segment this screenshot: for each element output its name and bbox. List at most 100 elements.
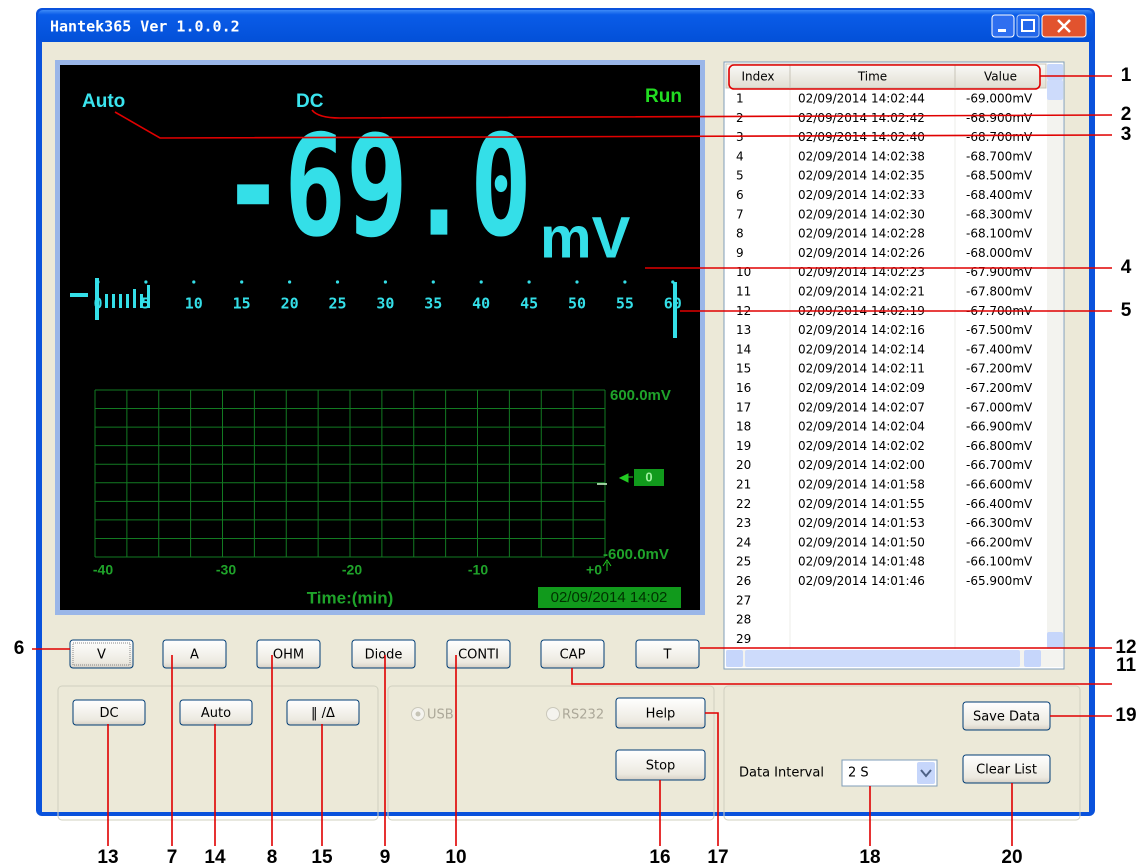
zero-marker: 0	[645, 469, 652, 484]
scale-label: 25	[328, 295, 346, 313]
callout-number: 20	[1001, 847, 1022, 867]
table-cell: 02/09/2014 14:02:30	[798, 207, 925, 221]
header-cell	[725, 63, 791, 89]
timestamp-box	[538, 587, 681, 608]
v-scrollbar[interactable]	[1047, 64, 1063, 649]
button[interactable]	[179, 699, 253, 726]
radio[interactable]	[546, 707, 560, 721]
scroll-right[interactable]	[1024, 650, 1041, 667]
button-label: Help	[646, 707, 676, 722]
scale-dot	[623, 280, 627, 284]
table-cell: 1	[736, 92, 744, 106]
callout-number: 18	[859, 847, 880, 867]
button[interactable]	[446, 639, 511, 669]
table-cell: 24	[736, 535, 751, 549]
window-title: Hantek365 Ver 1.0.0.2	[50, 18, 240, 36]
button[interactable]	[69, 639, 134, 669]
callout-number: 7	[167, 847, 178, 867]
scroll-left[interactable]	[726, 650, 743, 667]
bar-graph	[70, 278, 677, 338]
callout-lines	[32, 64, 1113, 846]
x-label: -40	[93, 562, 113, 578]
header-label: Time	[857, 70, 887, 84]
radio-label: RS232	[562, 708, 604, 723]
table-cell: 27	[736, 593, 751, 607]
button[interactable]	[635, 639, 700, 669]
group-box	[723, 685, 1081, 821]
y-top-label: 600.0mV	[610, 387, 671, 404]
table-cell: 26	[736, 574, 751, 588]
scale-label: 45	[520, 295, 538, 313]
table-cell: 5	[736, 169, 744, 183]
button-label: T	[663, 648, 672, 663]
scale-label: 50	[568, 295, 586, 313]
button[interactable]	[286, 699, 360, 726]
table-cell: 02/09/2014 14:02:02	[798, 439, 925, 453]
table-cell: -66.200mV	[966, 535, 1033, 549]
zero-marker-box	[634, 469, 664, 486]
table-cell: 23	[736, 516, 751, 530]
button[interactable]	[72, 699, 146, 726]
callout-number: 17	[707, 847, 728, 867]
radio-dot	[415, 711, 421, 717]
table-cell: 22	[736, 497, 751, 511]
select-arrow[interactable]	[917, 762, 935, 784]
scale-dot	[192, 280, 196, 284]
table-body: Index Time Value 1 02/09/2014 14:02:44 -69.00…	[725, 63, 1047, 649]
button[interactable]	[162, 639, 227, 669]
callout-number: 4	[1121, 257, 1132, 278]
table-cell: -68.300mV	[966, 207, 1033, 221]
table-cell: 02/09/2014 14:02:11	[798, 362, 925, 376]
table-cell: 02/09/2014 14:01:48	[798, 555, 925, 569]
table-cell: 02/09/2014 14:02:16	[798, 323, 925, 337]
scale-label: 30	[376, 295, 394, 313]
table-cell: -68.400mV	[966, 188, 1033, 202]
radio-label: USB	[427, 708, 454, 723]
callout-number: 15	[311, 847, 333, 867]
table-cell: 02/09/2014 14:02:04	[798, 420, 925, 434]
button[interactable]	[962, 754, 1051, 784]
table-cell: 02/09/2014 14:01:50	[798, 535, 925, 549]
table-cell: -67.500mV	[966, 323, 1033, 337]
scale-dot	[671, 280, 675, 284]
table-cell: 02/09/2014 14:02:09	[798, 381, 925, 395]
run-status: Run	[645, 86, 682, 107]
table-cell: -68.700mV	[966, 149, 1033, 163]
now-arrow	[602, 559, 612, 571]
table-cell: 02/09/2014 14:01:46	[798, 574, 925, 588]
table-cell: -67.200mV	[966, 362, 1033, 376]
callout-number: 1	[1121, 65, 1132, 86]
table-cell: 02/09/2014 14:01:58	[798, 478, 925, 492]
button[interactable]	[351, 639, 416, 669]
table-cell: 02/09/2014 14:02:28	[798, 227, 925, 241]
minimize-button[interactable]	[991, 14, 1015, 38]
interval-value: 2 S	[848, 766, 869, 781]
x-labels: -40 -30 -20 -10 +0	[93, 562, 602, 578]
scroll-thumb[interactable]	[1047, 80, 1063, 100]
x-label: +0	[586, 562, 602, 578]
callout-number: 2	[1121, 104, 1132, 125]
scale-dot	[288, 280, 292, 284]
h-scroll-thumb[interactable]	[745, 650, 1020, 667]
x-label: -20	[342, 562, 362, 578]
maximize-button[interactable]	[1016, 14, 1040, 38]
callout-number: 8	[267, 847, 278, 867]
controls: V A OHM Diode CONTI CAP T DC Auto ‖ /Δ USB RS232 Hel…	[69, 639, 1051, 784]
table-cell: 20	[736, 458, 751, 472]
table-cell: 02/09/2014 14:01:53	[798, 516, 925, 530]
zero-arrow	[618, 473, 633, 483]
scale-label: 40	[472, 295, 490, 313]
table-cell: 19	[736, 439, 751, 453]
table-cell: -67.800mV	[966, 285, 1033, 299]
close-icon	[1057, 19, 1071, 33]
scroll-up[interactable]	[1047, 64, 1063, 80]
scale-dot	[383, 280, 387, 284]
table-cell: 9	[736, 246, 744, 260]
callout-number: 16	[649, 847, 670, 867]
bar-scale: 0 5 10 15 20 25 30 35 40 45 50 55 60	[93, 280, 682, 313]
table-cell: 17	[736, 400, 751, 414]
scroll-down[interactable]	[1047, 632, 1063, 648]
scale-dot	[96, 280, 100, 284]
